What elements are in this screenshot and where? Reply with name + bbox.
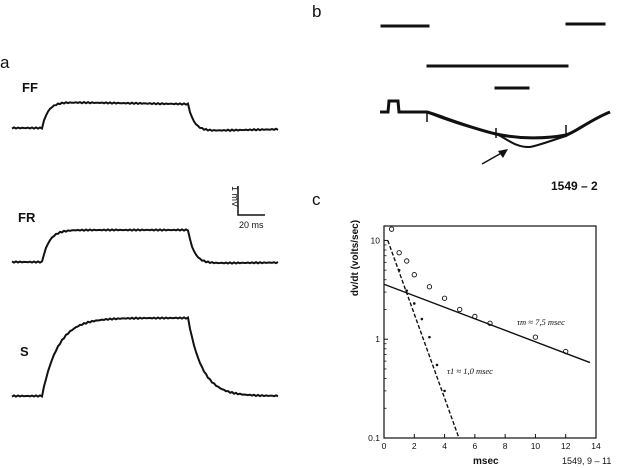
data-point-open <box>487 320 493 326</box>
data-point-filled <box>412 302 416 305</box>
panel-c-corner-label: 1549, 9 – 11 <box>562 456 611 466</box>
tick-marks: 0 2 4 6 8 10 12 14 10 1 0.1 <box>368 235 601 451</box>
trace-ff-waveform <box>11 100 279 133</box>
x-axis-label: msec <box>473 456 499 467</box>
data-point-open <box>441 295 448 301</box>
data-points <box>388 226 569 393</box>
data-point-open <box>472 313 478 320</box>
x-tick-label: 14 <box>591 441 601 451</box>
trace-ff-label: FF <box>22 80 38 95</box>
data-point-filled <box>428 335 431 339</box>
fit-line-tau-m <box>383 283 591 364</box>
x-tick-label: 10 <box>531 441 541 451</box>
panel-b-letter: b <box>312 2 321 21</box>
data-point-open <box>457 306 463 313</box>
plot-frame <box>383 225 597 439</box>
data-point-filled <box>443 389 446 393</box>
data-point-filled <box>405 289 409 292</box>
panel-a-letter: a <box>0 53 10 72</box>
trace-ff: FF <box>11 80 279 133</box>
stimulus-bars <box>380 22 606 90</box>
x-tick-label: 12 <box>561 441 571 451</box>
y-axis-label: dv/dt (volts/sec) <box>350 220 361 296</box>
y-tick-label: 1 <box>375 334 380 344</box>
arrow-icon <box>481 149 508 165</box>
trace-s-label: S <box>20 344 29 359</box>
x-tick-label: 2 <box>412 441 417 451</box>
data-point-open <box>563 348 569 355</box>
data-point-filled <box>397 268 401 272</box>
data-point-open <box>411 272 417 278</box>
panel-b-traces <box>380 99 611 149</box>
x-tick-label: 0 <box>382 441 387 451</box>
trace-s-waveform <box>11 315 279 399</box>
scale-bar-voltage: 1 mV <box>230 186 240 207</box>
panel-b-id-label: 1549 – 2 <box>551 179 598 193</box>
data-point-open <box>404 258 410 264</box>
data-point-filled <box>435 363 439 367</box>
x-tick-label: 8 <box>503 441 508 451</box>
trace-fr: FR <box>11 210 279 265</box>
trace-fr-label: FR <box>18 210 36 225</box>
data-point-open <box>396 250 402 256</box>
trace-s: S <box>11 315 279 399</box>
data-point-open <box>426 284 433 290</box>
y-tick-label: 0.1 <box>368 433 380 443</box>
semilog-chart: 0 2 4 6 8 10 12 14 10 1 0.1 msec dv/dt (volts/sec)… <box>350 220 611 467</box>
scale-bar-time: 20 ms <box>239 220 264 230</box>
fit-line-tau-1 <box>387 240 460 439</box>
panel-c-letter: c <box>312 190 321 209</box>
tau-m-label: τm ≈ 7,5 msec <box>517 317 565 327</box>
trace-fr-waveform <box>11 228 279 265</box>
x-tick-label: 6 <box>472 441 477 451</box>
x-tick-label: 4 <box>442 441 447 451</box>
data-point-open <box>532 334 539 340</box>
data-point-open <box>388 226 395 232</box>
tau-1-label: τ1 ≈ 1,0 msec <box>447 366 493 376</box>
y-tick-label: 10 <box>371 235 381 245</box>
scale-bar: 1 mV 20 ms <box>230 186 265 230</box>
fit-lines <box>383 240 591 439</box>
data-point-filled <box>420 317 424 321</box>
